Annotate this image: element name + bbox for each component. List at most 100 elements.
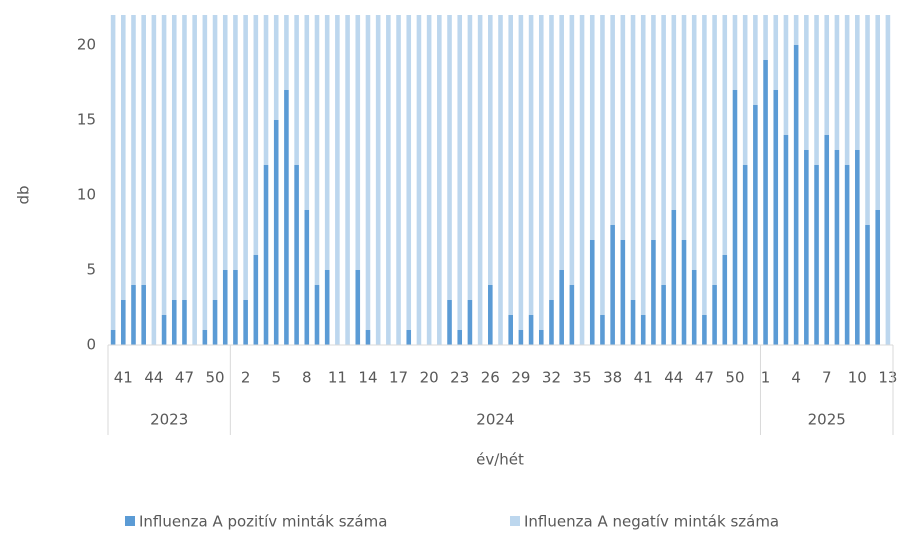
group-label: 2024 <box>476 411 514 429</box>
bar-segment <box>457 330 463 345</box>
bar-segment <box>651 240 656 345</box>
bar-segment <box>671 210 677 345</box>
bar-segment <box>793 45 799 345</box>
bar-segment <box>304 210 310 345</box>
bar-segment <box>426 15 432 345</box>
bar-segment <box>233 270 238 345</box>
bar-segment <box>885 15 891 345</box>
x-tick-label: 47 <box>175 369 194 387</box>
bar-segment <box>528 15 534 315</box>
bar-segment <box>518 330 524 345</box>
bar-segment <box>661 285 666 345</box>
bar-segment <box>457 15 463 330</box>
bar-segment <box>284 90 289 345</box>
bar-segment <box>793 15 799 45</box>
bar-segment <box>488 15 493 285</box>
bar-segment <box>120 15 126 300</box>
bar-segment <box>610 15 615 225</box>
plot-area <box>110 15 891 345</box>
bar-segment <box>345 15 350 345</box>
bar-segment <box>783 15 789 135</box>
group-label: 2023 <box>150 411 188 429</box>
bar-segment <box>620 15 626 240</box>
bar-segment <box>875 210 881 345</box>
x-tick-label: 29 <box>511 369 530 387</box>
bar-segment <box>722 15 728 255</box>
bar-segment <box>243 15 248 300</box>
bar-segment <box>273 15 279 120</box>
x-tick-label: 50 <box>725 369 744 387</box>
x-tick-label: 8 <box>302 369 312 387</box>
bar-segment <box>855 15 860 150</box>
bar-segment <box>824 15 830 135</box>
x-tick-label: 5 <box>271 369 281 387</box>
x-tick-label: 23 <box>450 369 469 387</box>
bar-segment <box>681 240 687 345</box>
x-tick-label: 38 <box>603 369 622 387</box>
bar-segment <box>640 315 646 345</box>
bar-segment <box>773 15 779 90</box>
bar-segment <box>131 285 136 345</box>
x-tick-label: 1 <box>761 369 771 387</box>
bar-segment <box>538 15 544 330</box>
bar-segment <box>498 15 503 345</box>
bar-segment <box>589 15 595 240</box>
bar-segment <box>538 330 544 345</box>
bar-segment <box>406 15 412 330</box>
bar-segment <box>222 15 228 270</box>
bar-segment <box>324 15 330 270</box>
bar-segment <box>559 15 564 270</box>
bar-segment <box>437 15 442 345</box>
bar-segment <box>804 15 809 150</box>
bar-segment <box>620 240 626 345</box>
bar-segment <box>600 315 605 345</box>
bar-segment <box>488 285 493 345</box>
bar-segment <box>508 315 513 345</box>
bar-segment <box>834 150 840 345</box>
bar-segment <box>630 15 636 300</box>
x-tick-label: 10 <box>848 369 867 387</box>
bar-segment <box>732 15 738 90</box>
bar-segment <box>151 15 157 345</box>
bar-segment <box>416 15 422 345</box>
bar-segment <box>804 150 809 345</box>
y-tick-label: 20 <box>77 36 96 54</box>
x-tick-label: 11 <box>328 369 347 387</box>
x-tick-label: 2 <box>241 369 251 387</box>
bar-segment <box>865 225 870 345</box>
bar-segment <box>171 300 177 345</box>
bar-segment <box>569 15 575 285</box>
bar-segment <box>651 15 656 240</box>
bar-segment <box>508 15 513 315</box>
bar-segment <box>131 15 136 285</box>
bar-segment <box>742 165 748 345</box>
bar-segment <box>182 300 187 345</box>
bar-segment <box>355 270 361 345</box>
x-tick-label: 13 <box>878 369 897 387</box>
bar-segment <box>161 15 167 315</box>
x-tick-label: 41 <box>634 369 653 387</box>
bar-segment <box>773 90 779 345</box>
bar-segment <box>691 270 697 345</box>
bar-segment <box>549 300 554 345</box>
bar-segment <box>335 15 340 345</box>
x-tick-label: 41 <box>114 369 133 387</box>
bar-segment <box>406 330 412 345</box>
x-tick-label: 17 <box>389 369 408 387</box>
x-axis-title: év/hét <box>476 451 524 469</box>
bar-segment <box>753 15 758 105</box>
bar-segment <box>141 285 146 345</box>
bar-segment <box>742 15 748 165</box>
bar-segment <box>691 15 697 270</box>
x-tick-label: 7 <box>822 369 832 387</box>
bar-segment <box>783 135 789 345</box>
x-tick-label: 47 <box>695 369 714 387</box>
x-tick-label: 14 <box>358 369 377 387</box>
bar-segment <box>386 15 391 345</box>
bar-segment <box>263 15 269 165</box>
bar-segment <box>365 15 371 330</box>
y-tick-label: 10 <box>77 186 96 204</box>
bar-segment <box>253 255 259 345</box>
bar-segment <box>477 15 483 345</box>
